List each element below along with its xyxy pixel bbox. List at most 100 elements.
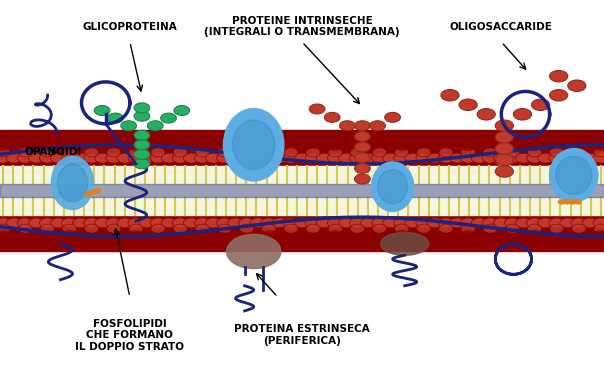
- Circle shape: [130, 231, 142, 238]
- Circle shape: [495, 231, 507, 238]
- Circle shape: [163, 143, 175, 150]
- Circle shape: [134, 103, 150, 113]
- Circle shape: [396, 143, 408, 150]
- Circle shape: [527, 218, 542, 228]
- Text: PROTEINE INTRINSECHE
(INTEGRALI O TRANSMEMBRANA): PROTEINE INTRINSECHE (INTEGRALI O TRANSM…: [204, 16, 400, 37]
- Text: GLICOPROTEINA: GLICOPROTEINA: [83, 22, 177, 32]
- Circle shape: [350, 148, 364, 157]
- Circle shape: [558, 200, 565, 204]
- Circle shape: [134, 140, 150, 150]
- Circle shape: [306, 148, 320, 157]
- Circle shape: [134, 130, 150, 140]
- Circle shape: [568, 80, 586, 91]
- Ellipse shape: [57, 164, 88, 202]
- Circle shape: [416, 218, 432, 228]
- Circle shape: [527, 153, 542, 163]
- Circle shape: [462, 143, 474, 150]
- Circle shape: [261, 218, 277, 228]
- Circle shape: [582, 153, 598, 163]
- Circle shape: [439, 148, 453, 157]
- Circle shape: [394, 148, 409, 157]
- Circle shape: [549, 218, 565, 228]
- Circle shape: [429, 231, 441, 238]
- Circle shape: [250, 218, 266, 228]
- Circle shape: [328, 224, 342, 233]
- Circle shape: [134, 159, 150, 169]
- Circle shape: [355, 163, 370, 173]
- Circle shape: [571, 153, 586, 163]
- Circle shape: [296, 231, 308, 238]
- Circle shape: [172, 153, 188, 163]
- Circle shape: [240, 148, 254, 157]
- Circle shape: [18, 153, 33, 163]
- Circle shape: [39, 218, 55, 228]
- Circle shape: [97, 143, 109, 150]
- Circle shape: [161, 113, 176, 123]
- Circle shape: [28, 153, 44, 163]
- Circle shape: [139, 153, 155, 163]
- Circle shape: [0, 218, 11, 228]
- Circle shape: [560, 153, 576, 163]
- Circle shape: [355, 174, 370, 184]
- Circle shape: [130, 143, 142, 150]
- Circle shape: [594, 224, 604, 233]
- Circle shape: [417, 224, 431, 233]
- Circle shape: [593, 218, 604, 228]
- Circle shape: [516, 153, 532, 163]
- Circle shape: [184, 218, 199, 228]
- Circle shape: [106, 218, 121, 228]
- Circle shape: [217, 148, 231, 157]
- Circle shape: [513, 109, 532, 120]
- Bar: [0, 190, 604, 215]
- Circle shape: [550, 90, 568, 101]
- Circle shape: [161, 153, 177, 163]
- Circle shape: [460, 153, 476, 163]
- Circle shape: [441, 90, 459, 101]
- Circle shape: [306, 224, 320, 233]
- Circle shape: [128, 218, 144, 228]
- Circle shape: [427, 218, 443, 228]
- Circle shape: [569, 200, 576, 204]
- Circle shape: [195, 148, 210, 157]
- Circle shape: [527, 148, 542, 157]
- Circle shape: [72, 153, 88, 163]
- Circle shape: [385, 112, 400, 122]
- Circle shape: [361, 218, 376, 228]
- Circle shape: [134, 149, 150, 159]
- Circle shape: [461, 224, 475, 233]
- Circle shape: [107, 148, 121, 157]
- Circle shape: [394, 153, 410, 163]
- Circle shape: [373, 148, 387, 157]
- Circle shape: [40, 148, 54, 157]
- Circle shape: [62, 224, 77, 233]
- Circle shape: [161, 218, 177, 228]
- Circle shape: [327, 218, 343, 228]
- Ellipse shape: [371, 162, 414, 211]
- Circle shape: [239, 153, 254, 163]
- Circle shape: [438, 153, 454, 163]
- Circle shape: [63, 143, 76, 150]
- Circle shape: [250, 153, 266, 163]
- Bar: [0, 184, 604, 197]
- Circle shape: [371, 153, 387, 163]
- Circle shape: [324, 112, 340, 122]
- Circle shape: [572, 224, 586, 233]
- Circle shape: [84, 192, 91, 197]
- Circle shape: [18, 224, 32, 233]
- Circle shape: [128, 153, 144, 163]
- Circle shape: [18, 148, 32, 157]
- Circle shape: [550, 224, 564, 233]
- Circle shape: [194, 153, 210, 163]
- Circle shape: [272, 218, 288, 228]
- Circle shape: [350, 153, 365, 163]
- Circle shape: [94, 188, 101, 193]
- Circle shape: [117, 153, 133, 163]
- Circle shape: [549, 153, 565, 163]
- Circle shape: [495, 143, 507, 150]
- Circle shape: [84, 153, 100, 163]
- Circle shape: [471, 153, 487, 163]
- Circle shape: [85, 224, 98, 233]
- Circle shape: [355, 131, 370, 141]
- Circle shape: [417, 148, 431, 157]
- Circle shape: [139, 218, 155, 228]
